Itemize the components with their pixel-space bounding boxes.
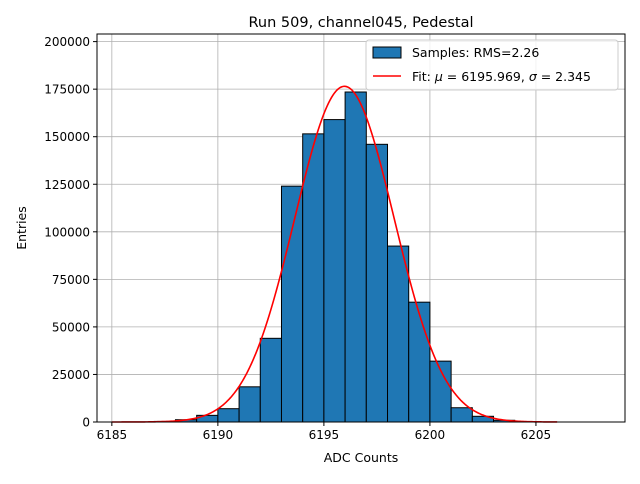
y-axis-label: Entries — [14, 206, 29, 250]
y-tick-label: 0 — [82, 416, 90, 430]
y-tick-label: 50000 — [52, 320, 90, 334]
histogram-bar — [239, 387, 260, 422]
histogram-bar — [324, 120, 345, 422]
y-tick-label: 175000 — [44, 83, 90, 97]
histogram-bar — [388, 246, 409, 422]
x-axis-label: ADC Counts — [324, 450, 399, 465]
y-tick-label: 100000 — [44, 225, 90, 239]
x-tick-label: 6200 — [415, 428, 446, 442]
chart-title: Run 509, channel045, Pedestal — [248, 15, 473, 31]
histogram-bar — [281, 186, 302, 422]
y-tick-label: 200000 — [44, 35, 90, 49]
x-tick-label: 6185 — [97, 428, 128, 442]
y-tick-label: 75000 — [52, 273, 90, 287]
histogram-bar — [409, 302, 430, 422]
histogram-bar — [260, 338, 281, 422]
x-tick-label: 6190 — [203, 428, 234, 442]
y-tick-label: 125000 — [44, 178, 90, 192]
legend-histogram-label: Samples: RMS=2.26 — [412, 45, 539, 60]
x-tick-label: 6195 — [309, 428, 340, 442]
histogram-bar — [345, 92, 366, 422]
legend-histogram-swatch — [373, 47, 401, 58]
histogram-bar — [303, 134, 324, 422]
legend-fit-label: Fit: μ = 6195.969, σ = 2.345 — [412, 69, 591, 84]
legend: Samples: RMS=2.26 Fit: μ = 6195.969, σ =… — [366, 40, 618, 90]
histogram-bar — [218, 409, 239, 422]
histogram-bar — [451, 408, 472, 422]
y-tick-label: 150000 — [44, 130, 90, 144]
y-tick-label: 25000 — [52, 368, 90, 382]
histogram-bar — [366, 144, 387, 422]
y-axis-ticks: 0 25000 50000 75000 100000 125000 150000 175000… — [44, 35, 97, 429]
x-tick-label: 6205 — [521, 428, 552, 442]
